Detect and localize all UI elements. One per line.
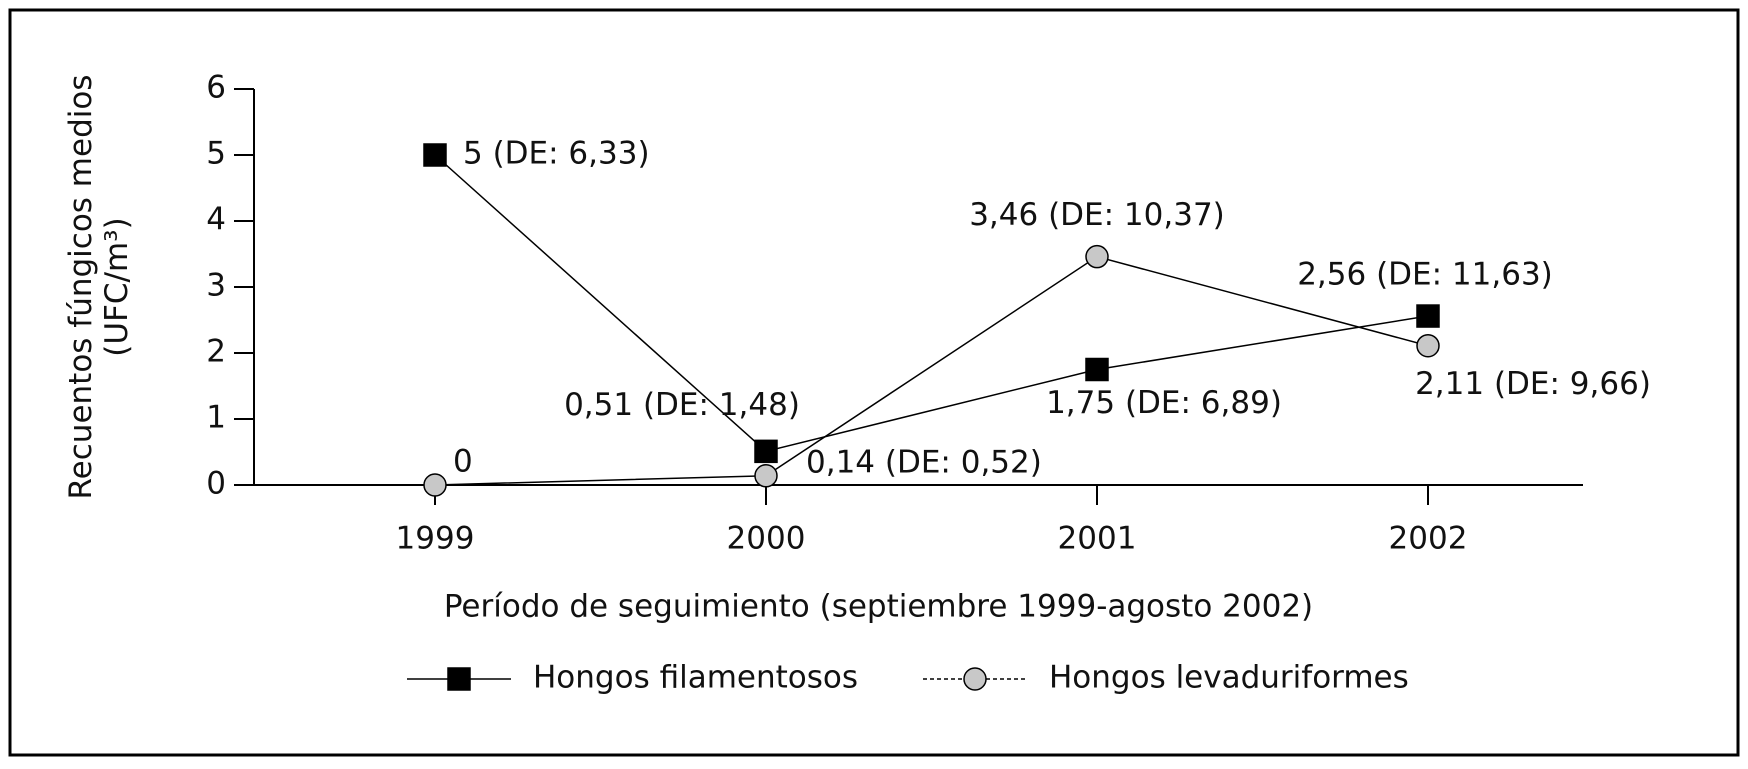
data-point bbox=[1416, 333, 1440, 358]
legend-marker bbox=[447, 667, 471, 691]
y-tick-label: 5 bbox=[206, 136, 226, 172]
series-line bbox=[434, 255, 1429, 486]
x-tick-label: 1999 bbox=[396, 521, 475, 557]
data-point bbox=[1085, 357, 1109, 382]
data-label: 0,14 (DE: 0,52) bbox=[806, 444, 1042, 480]
data-label: 1,75 (DE: 6,89) bbox=[1046, 385, 1282, 421]
y-axis-title-line: Recuentos fúngicos medios bbox=[63, 75, 99, 500]
x-axis-title: Período de seguimiento (septiembre 1999-… bbox=[444, 589, 1313, 625]
data-label: 3,46 (DE: 10,37) bbox=[969, 197, 1225, 233]
frame bbox=[8, 8, 1740, 757]
y-tick-label: 0 bbox=[206, 466, 226, 502]
data-label: 2,11 (DE: 9,66) bbox=[1415, 366, 1651, 402]
series-line bbox=[434, 154, 1429, 453]
legend-marker bbox=[963, 667, 987, 691]
data-label: 2,56 (DE: 11,63) bbox=[1297, 257, 1553, 293]
data-point bbox=[754, 464, 778, 488]
legend-label: Hongos levaduriformes bbox=[1049, 660, 1409, 696]
y-tick-label: 6 bbox=[206, 70, 226, 106]
data-label: 5 (DE: 6,33) bbox=[463, 136, 650, 172]
data-point bbox=[423, 143, 447, 167]
data-point bbox=[1416, 304, 1440, 328]
legend-label: Hongos filamentosos bbox=[533, 660, 858, 696]
y-tick-label: 4 bbox=[206, 202, 226, 238]
data-point bbox=[754, 439, 778, 464]
x-tick-label: 2000 bbox=[727, 521, 806, 557]
data-label: 0 bbox=[453, 444, 473, 480]
x-tick-label: 2001 bbox=[1058, 521, 1137, 557]
y-tick-label: 2 bbox=[206, 334, 226, 370]
data-point bbox=[423, 473, 447, 497]
y-tick-label: 3 bbox=[206, 268, 226, 304]
x-tick-label: 2002 bbox=[1389, 521, 1468, 557]
data-point bbox=[1085, 244, 1109, 269]
y-axis-title: Recuentos fúngicos medios(UFC/m³) bbox=[63, 75, 135, 500]
data-label: 0,51 (DE: 1,48) bbox=[564, 387, 800, 423]
y-axis-title-line: (UFC/m³) bbox=[99, 217, 135, 356]
y-tick-label: 1 bbox=[206, 400, 226, 436]
